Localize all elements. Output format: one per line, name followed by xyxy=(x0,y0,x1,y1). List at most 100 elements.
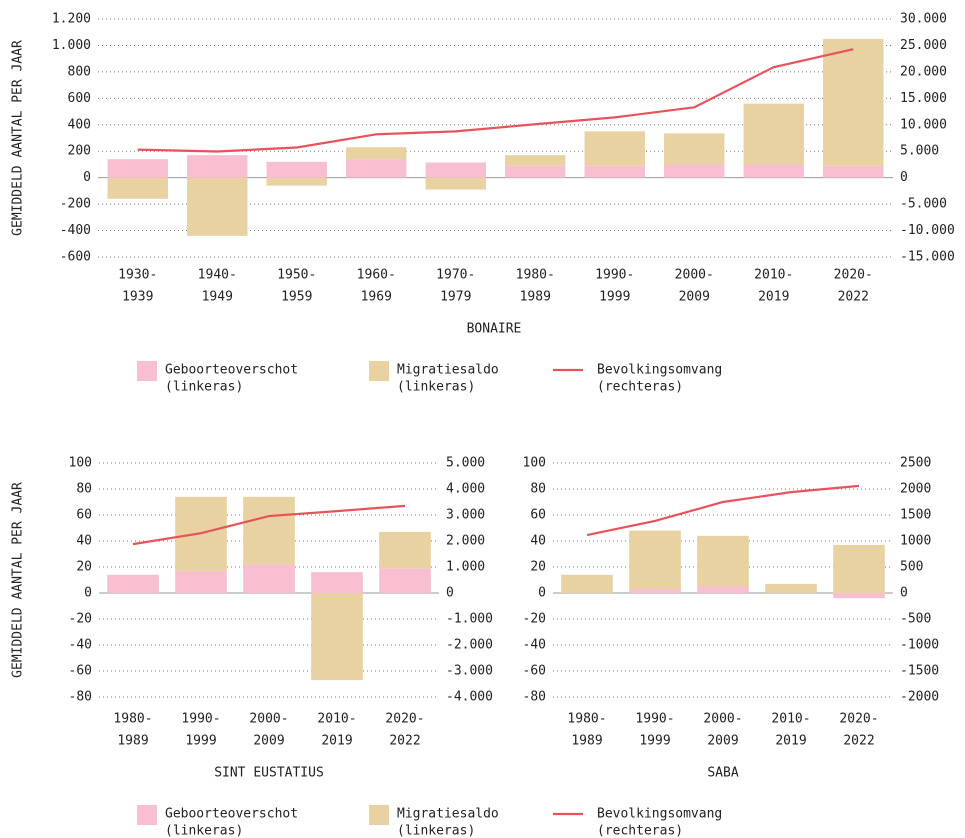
legend-label: Bevolkingsomvang xyxy=(597,807,722,822)
y-axis-label: GEMIDDELD AANTAL PER JAAR xyxy=(11,40,26,236)
legend-swatch xyxy=(369,361,389,381)
bar xyxy=(743,164,804,178)
legend-label: (rechteras) xyxy=(597,380,683,395)
x-tick-label: 2009 xyxy=(707,734,738,749)
bar xyxy=(175,570,227,593)
y2-tick-label: 5.000 xyxy=(446,456,485,471)
bar xyxy=(243,564,295,593)
y-tick-label: -80 xyxy=(69,690,92,705)
y-tick-label: 0 xyxy=(538,586,546,601)
x-tick-label: 1980- xyxy=(113,712,152,727)
x-tick-label: 2020- xyxy=(385,712,424,727)
y-tick-label: 20 xyxy=(530,560,546,575)
y2-tick-label: 5.000 xyxy=(900,144,939,159)
y-tick-label: 800 xyxy=(68,64,91,79)
bar xyxy=(346,147,407,160)
y2-tick-label: -4.000 xyxy=(446,690,493,705)
x-tick-label: 1959 xyxy=(281,290,312,305)
bar xyxy=(823,165,884,178)
x-tick-label: 1960- xyxy=(357,268,396,283)
legend-swatch xyxy=(137,361,157,381)
x-tick-label: 2019 xyxy=(758,290,789,305)
bar xyxy=(664,133,725,165)
x-tick-label: 2000- xyxy=(249,712,288,727)
bar xyxy=(833,544,885,593)
x-tick-label: 1950- xyxy=(277,268,316,283)
y-tick-label: 80 xyxy=(530,482,546,497)
y-tick-label: 1.200 xyxy=(52,12,91,27)
legend-label: Geboorteoverschot xyxy=(165,807,298,822)
y-axis-label: GEMIDDELD AANTAL PER JAAR xyxy=(11,482,26,678)
x-tick-label: 2000- xyxy=(675,268,714,283)
legend-swatch xyxy=(369,805,389,825)
y-tick-label: -400 xyxy=(60,223,91,238)
x-tick-label: 1979 xyxy=(440,290,471,305)
legend-label: (rechteras) xyxy=(597,824,683,838)
x-tick-label: 2010- xyxy=(317,712,356,727)
y-tick-label: 100 xyxy=(523,456,546,471)
legend-swatch xyxy=(137,805,157,825)
y2-tick-label: 2000 xyxy=(900,482,931,497)
bar xyxy=(505,155,566,166)
legend-label: (linkeras) xyxy=(165,380,243,395)
y2-tick-label: -3.000 xyxy=(446,664,493,679)
bar xyxy=(379,568,431,593)
legend-label: Migratiesaldo xyxy=(397,363,499,378)
x-tick-label: 2000- xyxy=(703,712,742,727)
x-tick-label: 1949 xyxy=(202,290,233,305)
bar xyxy=(505,165,566,178)
y-tick-label: 100 xyxy=(69,456,92,471)
bar xyxy=(584,165,645,178)
y2-tick-label: 4.000 xyxy=(446,482,485,497)
x-tick-label: 1970- xyxy=(436,268,475,283)
y-tick-label: -40 xyxy=(69,638,92,653)
y-tick-label: 40 xyxy=(76,534,92,549)
x-tick-label: 1999 xyxy=(639,734,670,749)
x-tick-label: 1999 xyxy=(185,734,216,749)
y-tick-label: 400 xyxy=(68,117,91,132)
y-tick-label: 40 xyxy=(530,534,546,549)
y2-tick-label: -1500 xyxy=(900,664,939,679)
x-tick-label: 2019 xyxy=(321,734,352,749)
y-tick-label: -20 xyxy=(69,612,92,627)
y2-tick-label: 10.000 xyxy=(900,117,947,132)
y2-tick-label: 15.000 xyxy=(900,91,947,106)
y-tick-label: -600 xyxy=(60,250,91,265)
bar xyxy=(243,496,295,565)
bar xyxy=(187,155,248,178)
y-tick-label: -40 xyxy=(523,638,546,653)
x-tick-label: 1990- xyxy=(181,712,220,727)
x-tick-label: 1969 xyxy=(361,290,392,305)
y2-tick-label: 1500 xyxy=(900,508,931,523)
bar xyxy=(266,177,327,186)
bar xyxy=(266,161,327,178)
x-tick-label: 2009 xyxy=(679,290,710,305)
y2-tick-label: -2000 xyxy=(900,690,939,705)
y2-tick-label: -500 xyxy=(900,612,931,627)
x-tick-label: 2020- xyxy=(839,712,878,727)
y2-tick-label: 1.000 xyxy=(446,560,485,575)
x-tick-label: 1980- xyxy=(567,712,606,727)
bar xyxy=(107,574,159,593)
x-tick-label: 1989 xyxy=(117,734,148,749)
x-tick-label: 1940- xyxy=(198,268,237,283)
x-tick-label: 1989 xyxy=(571,734,602,749)
x-tick-label: 2022 xyxy=(838,290,869,305)
x-tick-label: 2022 xyxy=(843,734,874,749)
y-tick-label: 600 xyxy=(68,91,91,106)
x-tick-label: 2010- xyxy=(771,712,810,727)
legend-label: Geboorteoverschot xyxy=(165,363,298,378)
x-axis-label: SABA xyxy=(707,766,738,781)
x-tick-label: 1930- xyxy=(118,268,157,283)
bar xyxy=(833,593,885,599)
bar xyxy=(664,164,725,178)
bar xyxy=(379,531,431,569)
y2-tick-label: 0 xyxy=(900,170,908,185)
y2-tick-label: 3.000 xyxy=(446,508,485,523)
x-tick-label: 1989 xyxy=(520,290,551,305)
y-tick-label: -200 xyxy=(60,197,91,212)
y2-tick-label: -1000 xyxy=(900,638,939,653)
y-tick-label: 80 xyxy=(76,482,92,497)
y-tick-label: 0 xyxy=(83,170,91,185)
